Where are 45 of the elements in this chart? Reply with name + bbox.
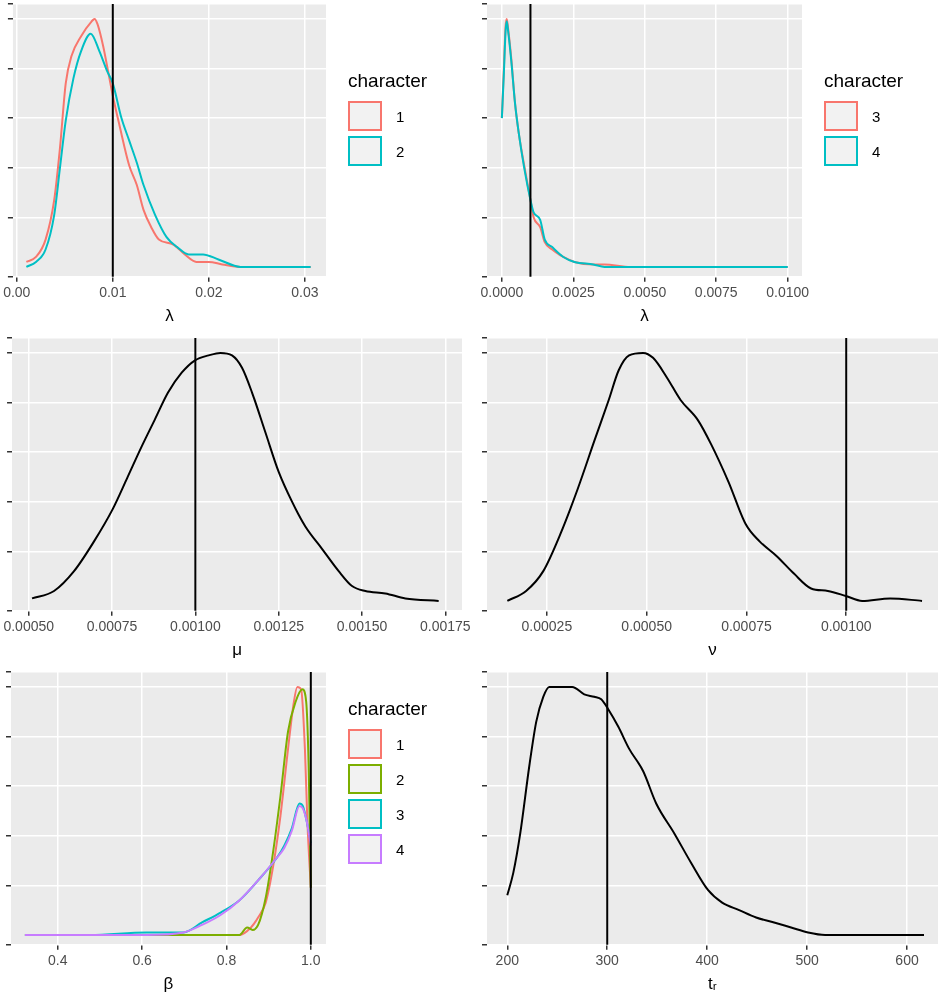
legend-label: 2 — [396, 770, 405, 788]
x-axis-title: λ — [640, 306, 650, 326]
x-axis-title: tᵣ — [708, 974, 717, 994]
x-tick-label: 0.00175 — [420, 618, 471, 635]
legend-label: 3 — [872, 107, 881, 125]
x-tick-label: 0.00050 — [3, 618, 55, 635]
x-tick-label: 0.00025 — [521, 618, 573, 635]
legend-label: 4 — [872, 142, 881, 160]
x-axis-title: ν — [708, 640, 717, 660]
legend-label: 2 — [396, 142, 405, 160]
x-tick-label: 0.0075 — [694, 284, 738, 301]
x-tick-label: 0.8 — [216, 952, 237, 969]
x-tick-label: 0.0025 — [551, 284, 595, 301]
legend-label: 3 — [396, 805, 405, 823]
x-tick-label: 0.02 — [195, 284, 223, 301]
x-axis-title: μ — [232, 640, 242, 660]
x-tick-label: 0.00050 — [621, 618, 673, 635]
x-tick-label: 0.01 — [99, 284, 127, 301]
legend-title: character — [348, 698, 429, 720]
x-tick-label: 0.0100 — [766, 284, 810, 301]
x-tick-label: 400 — [695, 952, 720, 969]
x-tick-label: 600 — [895, 952, 919, 969]
x-tick-label: 0.00150 — [336, 618, 388, 635]
legend-label: 1 — [396, 735, 405, 753]
legend-label: 4 — [396, 840, 405, 858]
x-tick-label: 0.00100 — [820, 618, 872, 635]
x-tick-label: 0.00075 — [86, 618, 138, 635]
x-tick-label: 1.0 — [301, 952, 321, 969]
x-tick-label: 0.00075 — [721, 618, 772, 635]
x-tick-label: 300 — [595, 952, 620, 969]
x-tick-label: 0.6 — [132, 952, 153, 969]
x-tick-label: 0.00100 — [170, 618, 221, 635]
x-tick-label: 0.4 — [48, 952, 68, 969]
x-tick-label: 0.0000 — [480, 284, 524, 301]
x-tick-label: 0.00 — [3, 284, 31, 301]
x-tick-label: 0.0050 — [623, 284, 667, 301]
x-tick-label: 500 — [795, 952, 819, 969]
x-tick-label: 200 — [495, 952, 520, 969]
x-axis-title: λ — [165, 306, 175, 326]
x-axis-title: β — [163, 974, 174, 994]
x-tick-label: 0.00125 — [253, 618, 305, 635]
x-tick-label: 0.03 — [291, 284, 319, 301]
legend-title: character — [824, 70, 905, 92]
legend-label: 1 — [396, 107, 405, 125]
legend-title: character — [348, 70, 429, 92]
